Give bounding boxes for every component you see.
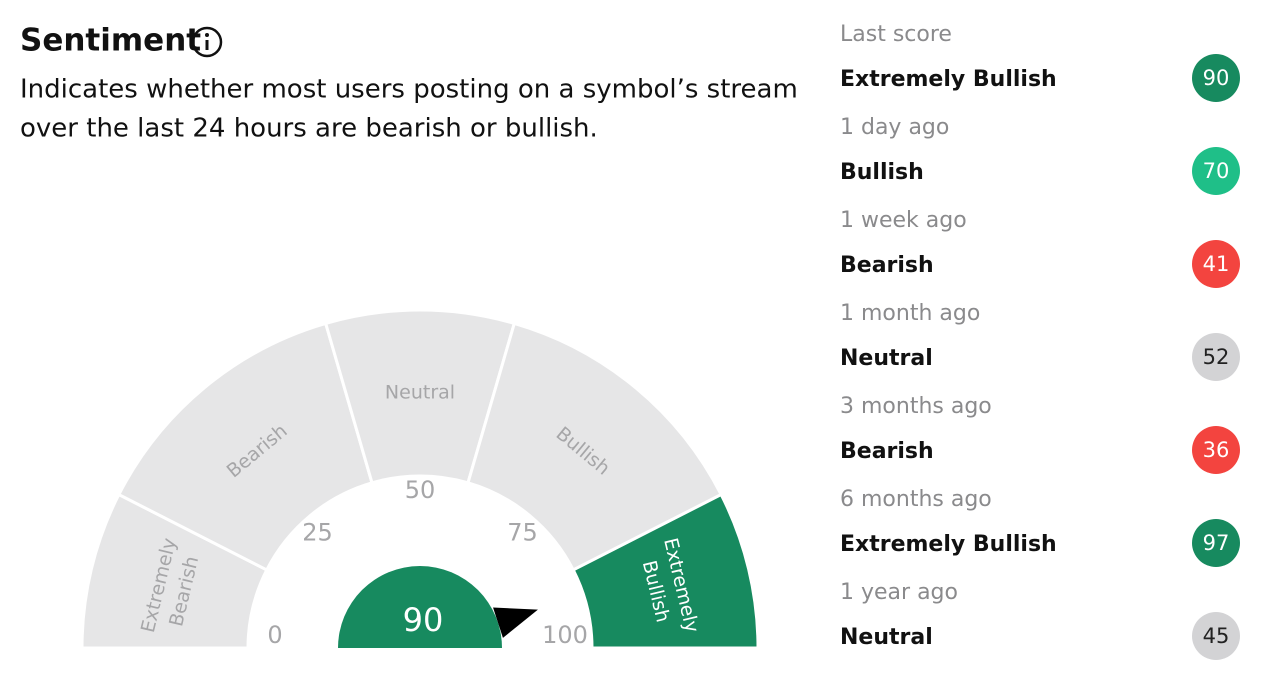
history-when: 1 year ago [840, 580, 958, 605]
tick-label: 75 [507, 518, 538, 546]
score-badge [1192, 147, 1240, 195]
history-when: Last score [840, 22, 952, 47]
score-text: 70 [1203, 159, 1230, 183]
history-label: Bearish [840, 253, 934, 278]
score-badge [1192, 240, 1240, 288]
history-when: 1 month ago [840, 301, 980, 326]
gauge-band [571, 492, 760, 648]
score-text: 41 [1203, 252, 1230, 276]
history-label: Neutral [840, 346, 933, 371]
history-label: Bullish [840, 160, 924, 185]
description-line: over the last 24 hours are bearish or bu… [20, 114, 598, 144]
score-text: 52 [1203, 345, 1230, 369]
tick-label: 50 [405, 476, 436, 504]
history-when: 1 day ago [840, 115, 949, 140]
value-label: 90 [403, 601, 444, 639]
gauge: ExtremelyBearishBearishNeutralBullishExt… [80, 308, 760, 649]
history-when: 6 months ago [840, 487, 992, 512]
info-icon[interactable] [191, 26, 223, 58]
gauge-band [116, 321, 374, 572]
score-badge [1192, 612, 1240, 660]
history-label: Bearish [840, 439, 934, 464]
history-label: Neutral [840, 625, 933, 650]
score-text: 97 [1203, 531, 1230, 555]
tick-label: 0 [267, 621, 282, 649]
history-label: Extremely Bullish [840, 532, 1057, 557]
score-badge [1192, 519, 1240, 567]
gauge-band [466, 321, 724, 572]
description-line: Indicates whether most users posting on … [20, 75, 798, 105]
value-disc [338, 566, 502, 648]
score-text: 36 [1203, 438, 1230, 462]
score-badge [1192, 54, 1240, 102]
score-badge [1192, 426, 1240, 474]
history-when: 1 week ago [840, 208, 967, 233]
needle [493, 607, 538, 638]
tick-label: 100 [542, 621, 588, 649]
history-label: Extremely Bullish [840, 67, 1057, 92]
tick-label: 25 [302, 518, 333, 546]
band-label: Neutral [385, 382, 455, 404]
score-text: 45 [1203, 624, 1230, 648]
score-badge [1192, 333, 1240, 381]
title: Sentiment [20, 23, 201, 59]
history-when: 3 months ago [840, 394, 992, 419]
score-text: 90 [1203, 66, 1230, 90]
